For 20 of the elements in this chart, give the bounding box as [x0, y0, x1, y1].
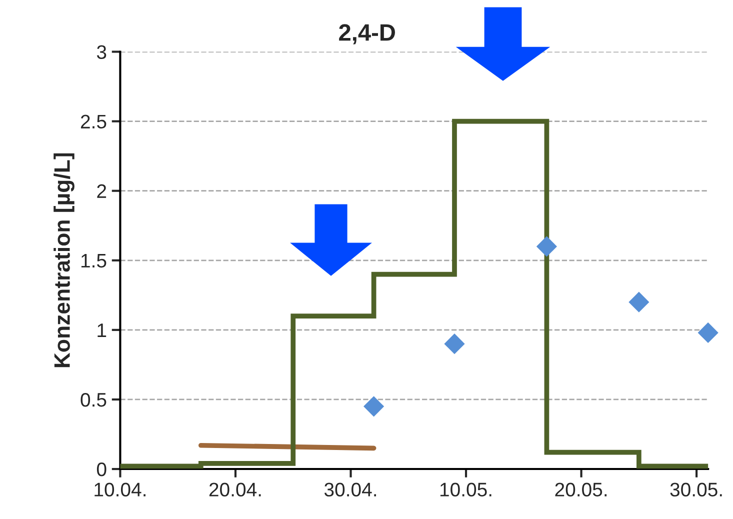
point [536, 236, 558, 257]
point [444, 334, 465, 354]
y-tick-label: 0 [96, 462, 106, 476]
y-tick-label: 0.5 [80, 392, 106, 407]
x-tick-label: 10.05. [440, 482, 492, 496]
point [628, 292, 650, 312]
y-tick-label: 1 [98, 324, 106, 337]
x-tick-label: 30.05. [670, 482, 722, 496]
point [698, 322, 718, 344]
x-tick-label: 30.04. [324, 482, 376, 496]
x-tick-label: 20.05. [555, 482, 607, 496]
y-tick-label: 1.5 [81, 254, 106, 268]
y-axis-title: Konzentration [µg/L] [54, 153, 74, 368]
y-tick-label: 2.5 [80, 114, 106, 129]
x-tick-label: 10.04. [94, 482, 146, 496]
point [364, 396, 384, 417]
y-tick-label: 3 [96, 45, 106, 59]
y-tick-label: 2 [97, 184, 106, 198]
x-tick-label: 20.04. [209, 482, 261, 496]
chart-title: 2,4-D [339, 24, 395, 44]
